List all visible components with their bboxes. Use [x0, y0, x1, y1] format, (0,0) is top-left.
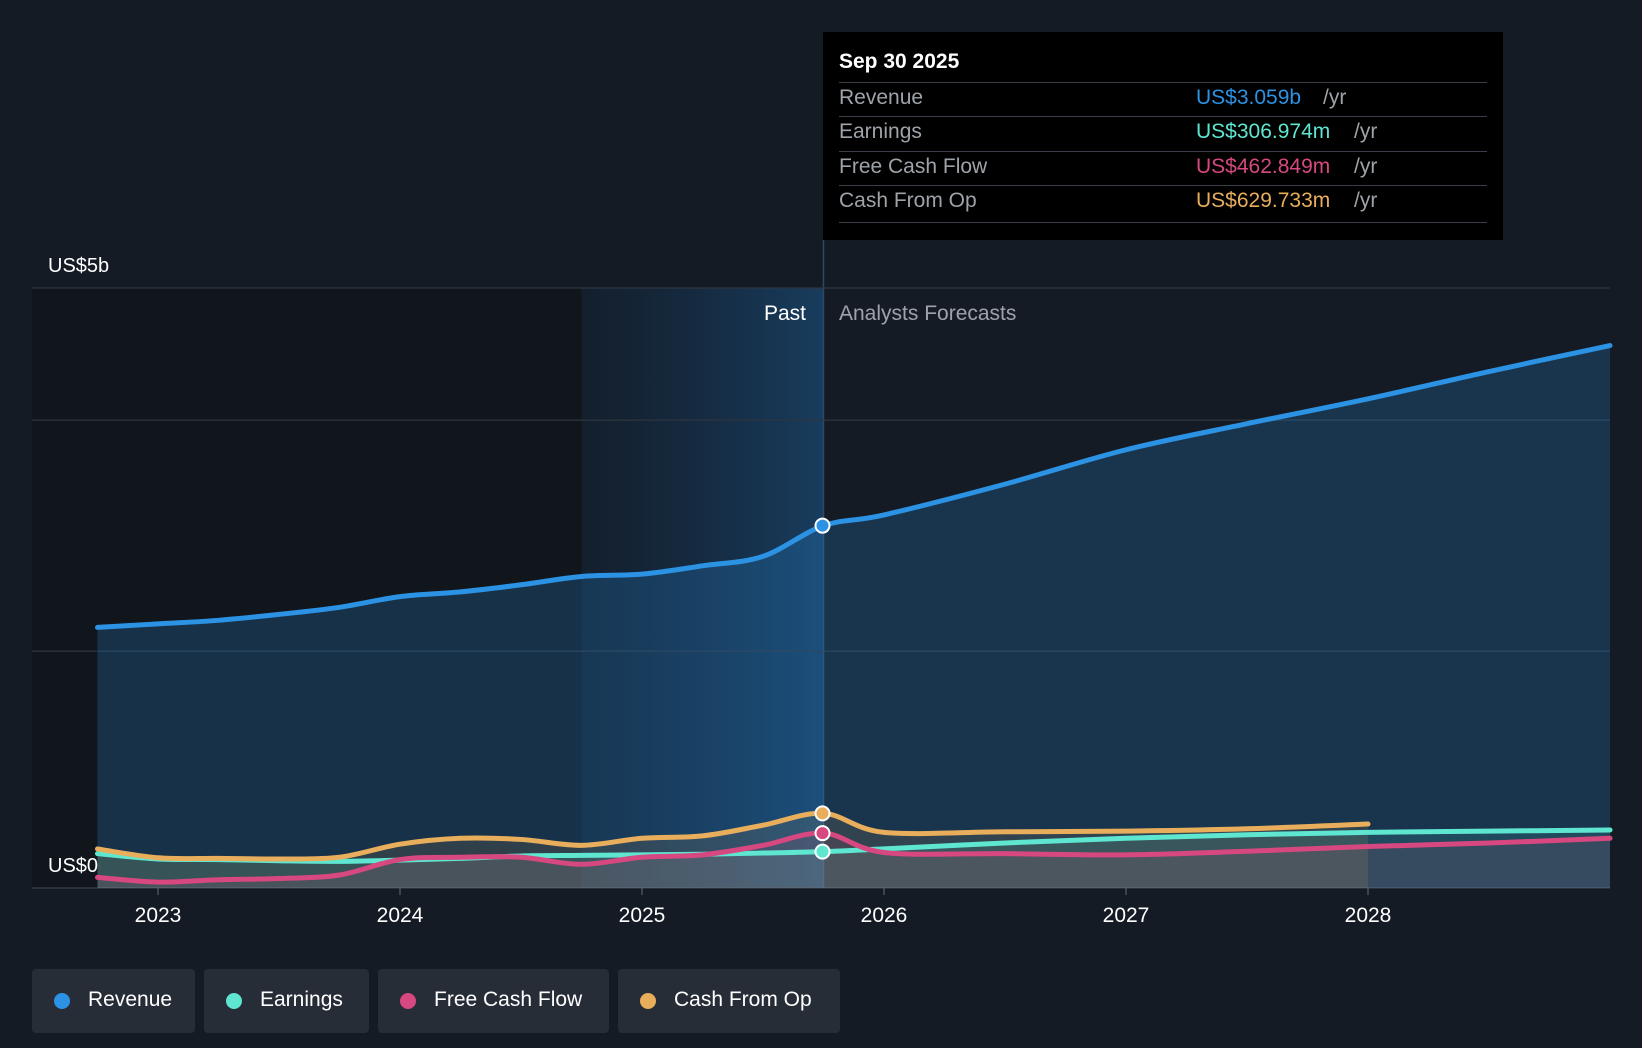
tooltip-value: US$306.974m	[1196, 120, 1331, 143]
data-point-cash-from-op	[814, 805, 831, 822]
series-line-revenue	[95, 343, 1613, 630]
y-axis-bottom-label: US$0	[48, 855, 98, 877]
tooltip-divider	[839, 222, 1487, 223]
tooltip-value: US$462.849m	[1196, 155, 1331, 178]
x-tick-label: 2027	[1103, 904, 1150, 927]
legend-label: Revenue	[88, 988, 173, 1011]
legend-label: Free Cash Flow	[434, 988, 583, 1011]
forecast-label: Analysts Forecasts	[839, 302, 1016, 325]
data-point-free-cash-flow	[814, 825, 831, 842]
series-area-free-cash-flow	[97, 833, 1610, 888]
earnings-dot-icon	[226, 993, 242, 1009]
tooltip-date: Sep 30 2025	[839, 50, 960, 73]
legend-label: Earnings	[260, 988, 343, 1011]
tooltip-unit: /yr	[1354, 155, 1378, 178]
series-area-revenue	[97, 345, 1610, 889]
x-tick-label: 2025	[619, 904, 666, 927]
x-tick-label: 2028	[1345, 904, 1392, 927]
series-line-free-cash-flow	[95, 830, 1613, 885]
y-axis-top-label: US$5b	[48, 255, 109, 277]
tooltip: Sep 30 2025 Revenue US$3.059b /yr Earnin…	[823, 32, 1503, 240]
highlight-band	[581, 288, 824, 888]
legend-item-free-cash-flow[interactable]: Free Cash Flow	[378, 969, 609, 1033]
legend-item-cash-from-op[interactable]: Cash From Op	[618, 969, 840, 1033]
legend-label: Cash From Op	[674, 988, 812, 1011]
data-point-earnings	[814, 843, 831, 860]
series-area-earnings	[97, 829, 1610, 888]
tooltip-label: Revenue	[839, 86, 924, 109]
tooltip-row-earnings: Earnings US$306.974m /yr	[839, 116, 1487, 151]
tooltip-value: US$3.059b	[1196, 86, 1302, 109]
tooltip-label: Cash From Op	[839, 189, 977, 212]
tooltip-label: Free Cash Flow	[839, 155, 988, 178]
series-line-cash-from-op	[95, 810, 1371, 862]
tooltip-label: Earnings	[839, 120, 922, 143]
data-point-revenue	[814, 517, 831, 534]
x-tick-label: 2023	[135, 904, 182, 927]
tooltip-unit: /yr	[1354, 120, 1378, 143]
tooltip-row-free-cash-flow: Free Cash Flow US$462.849m /yr	[839, 151, 1487, 186]
tooltip-unit: /yr	[1323, 86, 1347, 109]
tooltip-row-cash-from-op: Cash From Op US$629.733m /yr	[839, 185, 1487, 220]
free-cash-flow-dot-icon	[400, 993, 416, 1009]
x-tick-label: 2026	[861, 904, 908, 927]
legend-item-earnings[interactable]: Earnings	[204, 969, 369, 1033]
past-label: Past	[764, 302, 806, 325]
tooltip-value: US$629.733m	[1196, 189, 1331, 212]
tooltip-unit: /yr	[1354, 189, 1378, 212]
x-tick-label: 2024	[377, 904, 424, 927]
cash-from-op-dot-icon	[640, 993, 656, 1009]
legend-item-revenue[interactable]: Revenue	[32, 969, 195, 1033]
tooltip-row-revenue: Revenue US$3.059b /yr	[839, 82, 1487, 117]
revenue-dot-icon	[54, 993, 70, 1009]
